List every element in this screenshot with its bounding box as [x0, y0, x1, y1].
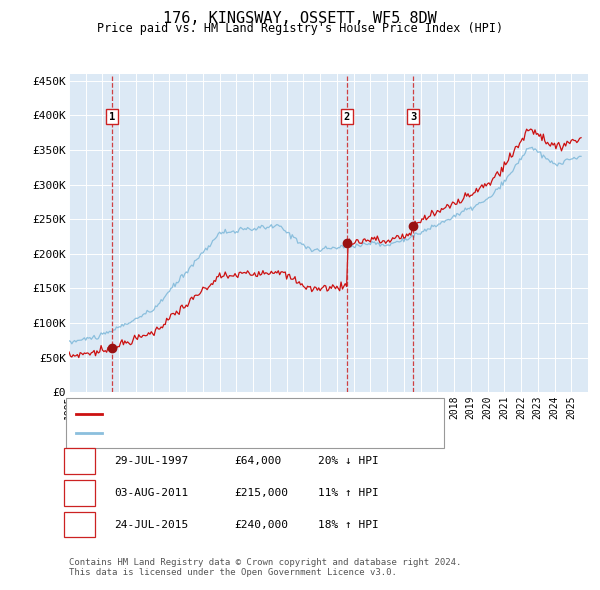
Text: 1: 1	[76, 456, 83, 466]
Text: 03-AUG-2011: 03-AUG-2011	[114, 488, 188, 497]
Text: 3: 3	[76, 520, 83, 529]
Text: 20% ↓ HPI: 20% ↓ HPI	[318, 456, 379, 466]
Text: 11% ↑ HPI: 11% ↑ HPI	[318, 488, 379, 497]
Text: 176, KINGSWAY, OSSETT, WF5 8DW: 176, KINGSWAY, OSSETT, WF5 8DW	[163, 11, 437, 25]
Text: HPI: Average price, detached house, Wakefield: HPI: Average price, detached house, Wake…	[107, 428, 388, 438]
Text: 3: 3	[410, 112, 416, 122]
Text: 1: 1	[109, 112, 115, 122]
Text: 2: 2	[76, 488, 83, 497]
Text: 176, KINGSWAY, OSSETT, WF5 8DW (detached house): 176, KINGSWAY, OSSETT, WF5 8DW (detached…	[107, 409, 401, 418]
Text: 29-JUL-1997: 29-JUL-1997	[114, 456, 188, 466]
Text: £215,000: £215,000	[234, 488, 288, 497]
Text: Contains HM Land Registry data © Crown copyright and database right 2024.
This d: Contains HM Land Registry data © Crown c…	[69, 558, 461, 577]
Text: £240,000: £240,000	[234, 520, 288, 529]
Text: 2: 2	[344, 112, 350, 122]
Text: 24-JUL-2015: 24-JUL-2015	[114, 520, 188, 529]
Text: £64,000: £64,000	[234, 456, 281, 466]
Text: Price paid vs. HM Land Registry's House Price Index (HPI): Price paid vs. HM Land Registry's House …	[97, 22, 503, 35]
Text: 18% ↑ HPI: 18% ↑ HPI	[318, 520, 379, 529]
